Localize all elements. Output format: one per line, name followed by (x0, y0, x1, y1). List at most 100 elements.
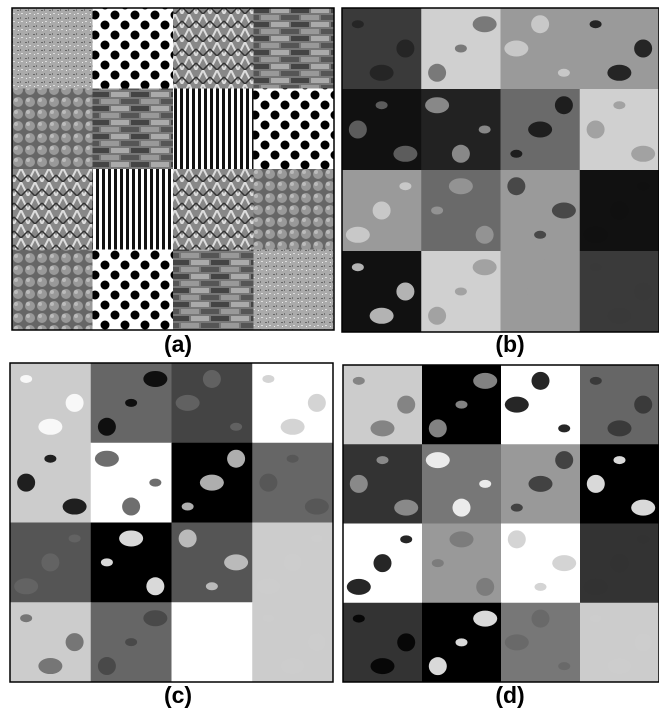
texture-region (173, 89, 254, 170)
segment-blob (149, 479, 161, 487)
segment-blob (370, 308, 394, 324)
segment-blob (95, 451, 119, 467)
segment-blob (38, 658, 62, 674)
segment-blob (146, 577, 164, 595)
segment-blob (143, 610, 167, 626)
segment-blob (511, 504, 523, 512)
segment-blob (558, 312, 570, 320)
segment-blob (101, 558, 113, 566)
segment-blob (281, 419, 305, 435)
texture-region (93, 89, 174, 170)
segment-blob (479, 480, 491, 488)
segment-blob (281, 658, 305, 674)
segment-blob (590, 377, 602, 385)
segment-blob (531, 15, 549, 33)
segment-blob (532, 610, 550, 628)
segment-blob (611, 554, 629, 572)
image-panel (12, 8, 335, 331)
segment-blob (558, 424, 570, 432)
segment-blob (529, 476, 553, 492)
segment-blob (505, 397, 529, 413)
segment-blob (504, 284, 528, 300)
segment-blob (397, 633, 415, 651)
segment-blob (608, 420, 632, 436)
texture-region (254, 8, 335, 89)
segment-blob (305, 499, 329, 515)
segment-blob (432, 559, 444, 567)
segment-blob (608, 658, 632, 674)
caption: (a) (164, 331, 192, 357)
segment-blob (428, 307, 446, 325)
segment-blob (528, 122, 552, 138)
segment-blob (66, 633, 84, 651)
segment-blob (346, 227, 370, 243)
segment-blob (399, 182, 411, 190)
texture-region (254, 89, 335, 170)
segment-blob (182, 503, 194, 511)
segment-blob (534, 231, 546, 239)
segment-blob (456, 401, 468, 409)
texture-region (93, 169, 174, 250)
figure: (a) (b) (c) (d) (0, 0, 659, 716)
segment-blob (552, 555, 576, 571)
texture-region (12, 89, 93, 170)
panels (10, 8, 659, 683)
segment-blob (200, 475, 224, 491)
segment-blob (41, 553, 59, 571)
segment-blob (370, 65, 394, 81)
segment-blob (584, 227, 608, 243)
segment-blob (308, 394, 326, 412)
segment-blob (371, 420, 395, 436)
segment-blob (125, 638, 137, 646)
segment-blob (227, 450, 245, 468)
segment-blob (558, 69, 570, 77)
segment-blob (308, 633, 326, 651)
segment-blob (179, 529, 197, 547)
segment-blob (122, 498, 140, 516)
texture-region (93, 8, 174, 89)
segment-blob (311, 534, 323, 542)
segment-blob (429, 657, 447, 675)
segment-blob (473, 611, 497, 627)
segment-blob (176, 634, 200, 650)
segment-blob (350, 475, 368, 493)
segment-blob (590, 263, 602, 271)
segment-blob (394, 500, 418, 516)
segment-blob (66, 394, 84, 412)
segment-blob (44, 455, 56, 463)
segment-blob (558, 662, 570, 670)
segment-blob (590, 20, 602, 28)
segment-blob (607, 308, 631, 324)
segment-blob (476, 226, 494, 244)
segment-blob (631, 500, 655, 516)
segment-blob (473, 373, 497, 389)
segment-blob (607, 65, 631, 81)
segment-blob (426, 452, 450, 468)
segment-blob (256, 578, 280, 594)
image-panel (343, 365, 659, 683)
segment-blob (98, 657, 116, 675)
segment-blob (396, 283, 414, 301)
segment-blob (555, 96, 573, 114)
texture-region (93, 250, 174, 331)
segment-blob (456, 638, 468, 646)
texture-region (12, 169, 93, 250)
segment-blob (203, 370, 221, 388)
segment-blob (429, 419, 447, 437)
texture-region (173, 250, 254, 331)
segment-blob (262, 375, 274, 383)
segment-blob (614, 456, 626, 464)
segment-blob (449, 178, 473, 194)
segment-blob (425, 97, 449, 113)
segment-blob (455, 45, 467, 53)
segment-blob (230, 423, 242, 431)
segment-blob (535, 583, 547, 591)
segment-blob (613, 101, 625, 109)
segment-blob (400, 535, 412, 543)
segment-blob (259, 474, 277, 492)
segment-blob (610, 202, 628, 220)
segment-blob (473, 259, 497, 275)
caption: (d) (495, 682, 524, 708)
segment-blob (287, 455, 299, 463)
segment-blob (473, 16, 497, 32)
